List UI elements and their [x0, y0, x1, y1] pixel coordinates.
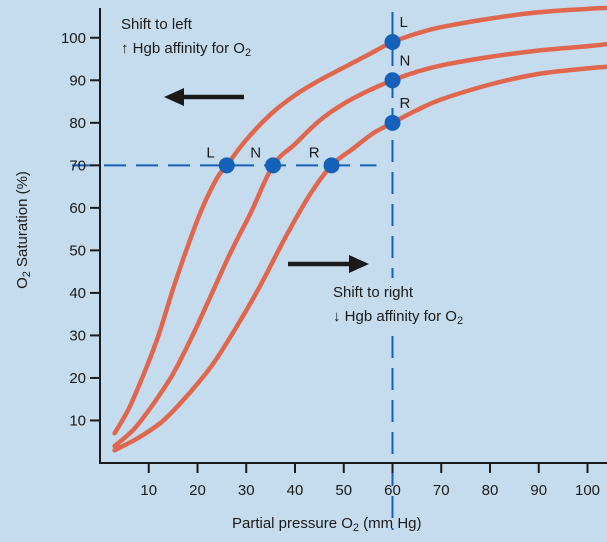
arrows	[164, 88, 369, 273]
shift-left-title: Shift to left	[121, 16, 192, 33]
point-n-35.5-70	[265, 157, 282, 174]
y-tick-label-70: 70	[69, 157, 86, 174]
x-tick-label-70: 70	[433, 482, 450, 499]
point-l-26-70	[218, 157, 235, 174]
point-r-47.5-70	[323, 157, 340, 174]
x-tick-label-50: 50	[335, 482, 352, 499]
curve-l	[112, 5, 607, 436]
y-tick-label-90: 90	[69, 72, 86, 89]
down-arrow-icon: ↓	[333, 308, 341, 325]
y-axis-label-main: O	[14, 277, 31, 289]
point-label-r-60-80: R	[400, 95, 411, 112]
shift-right-text-sub: 2	[456, 315, 464, 327]
axes: 10 20 30 40 50 60 70 80 90 100 10 20 30 40 50 60 70 80 90 1…	[61, 8, 607, 499]
x-tick-label-60: 60	[384, 482, 401, 499]
y-axis-label: O2 Saturation (%)	[14, 171, 33, 289]
shift-right-title: Shift to right	[333, 284, 414, 301]
x-tick-label-30: 30	[238, 482, 255, 499]
y-axis-label-sub: 2	[21, 271, 33, 278]
x-tick-label-40: 40	[287, 482, 304, 499]
right-arrow-icon	[288, 255, 369, 273]
up-arrow-icon: ↑	[121, 40, 129, 57]
shift-left-text-main: Hgb affinity for O	[132, 40, 245, 57]
y-tick-label-40: 40	[69, 285, 86, 302]
x-tick-label-20: 20	[189, 482, 206, 499]
curve-r	[112, 64, 607, 453]
y-tick-label-30: 30	[69, 327, 86, 344]
x-axis-label-main: Partial pressure O	[232, 515, 353, 532]
shift-left-text-sub: 2	[244, 47, 252, 59]
points: L N R L N R	[206, 14, 411, 174]
shift-right-text-main: Hgb affinity for O	[344, 308, 457, 325]
x-axis-label-unit: (mm Hg)	[359, 515, 422, 532]
y-tick-label-10: 10	[69, 412, 86, 429]
point-l-60-99	[384, 34, 401, 51]
shift-left-text: ↑ Hgb affinity for O2	[121, 41, 251, 59]
point-label-l-60-99: L	[400, 14, 408, 31]
point-label-l-26-70: L	[206, 144, 214, 161]
curve-n	[112, 41, 607, 449]
right-arrow-head	[349, 255, 369, 273]
y-tick-label-50: 50	[69, 242, 86, 259]
shift-right-text: ↓ Hgb affinity for O2	[333, 309, 463, 327]
x-tick-label-80: 80	[482, 482, 499, 499]
y-tick-label-20: 20	[69, 370, 86, 387]
point-label-n-35.5-70: N	[250, 144, 261, 161]
y-tick-label-60: 60	[69, 200, 86, 217]
x-axis-label: Partial pressure O2 (mm Hg)	[232, 516, 422, 534]
y-tick-label-100: 100	[61, 30, 86, 47]
point-r-60-80	[384, 114, 401, 131]
point-label-n-60-90: N	[400, 52, 411, 69]
point-n-60-90	[384, 72, 401, 89]
x-tick-label-90: 90	[530, 482, 547, 499]
x-tick-label-10: 10	[140, 482, 157, 499]
y-tick-label-80: 80	[69, 115, 86, 132]
curves	[112, 5, 607, 453]
x-tick-label-100: 100	[575, 482, 600, 499]
reference-lines	[72, 12, 394, 530]
left-arrow-icon	[164, 88, 244, 106]
x-axis-label-sub: 2	[352, 522, 360, 534]
point-label-r-47.5-70: R	[309, 144, 320, 161]
y-axis-label-unit: Saturation (%)	[14, 171, 31, 272]
left-arrow-head	[164, 88, 184, 106]
